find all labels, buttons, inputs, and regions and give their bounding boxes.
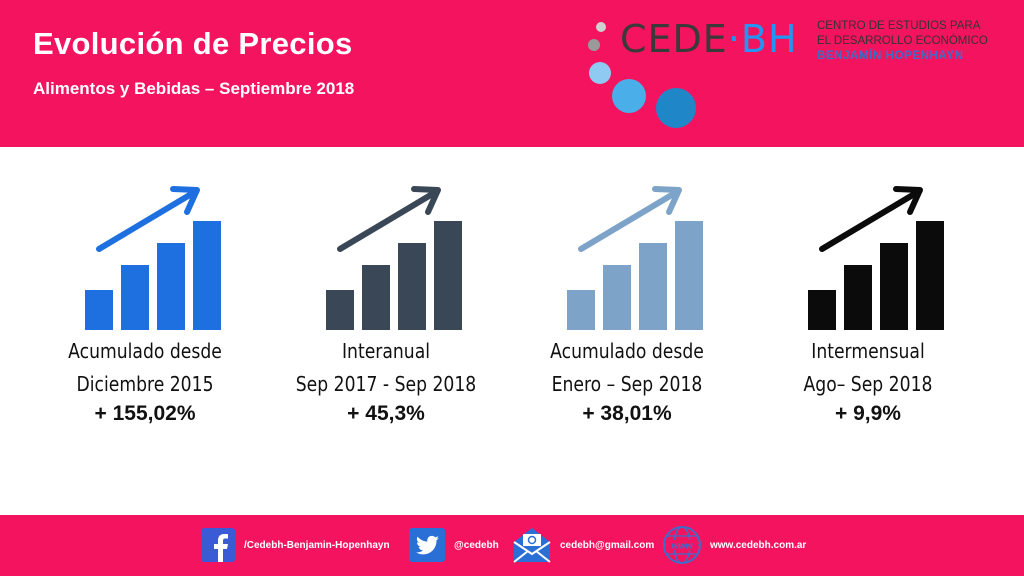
- icon-bar-3: [880, 243, 908, 330]
- card-value: + 45,3%: [347, 402, 425, 425]
- content-panel: Acumulado desde Diciembre 2015 + 155,02%…: [0, 147, 1024, 515]
- bar-chart-up-icon: [85, 186, 221, 330]
- icon-bar-3: [157, 243, 185, 330]
- twitter-handle: @cedebh: [454, 539, 499, 551]
- website-url: www.cedebh.com.ar: [710, 539, 807, 551]
- website-link[interactable]: www www.cedebh.com.ar: [662, 525, 806, 565]
- logo-brand-right: BH: [740, 17, 798, 61]
- icon-bar-2: [603, 265, 631, 330]
- footer-bar: /Cedebh-Benjamin-Hopenhayn @cedebh cedeb…: [0, 515, 1024, 576]
- logo-wordmark: CEDE·BH: [620, 17, 798, 61]
- logo-line-1: CENTRO DE ESTUDIOS PARA: [817, 20, 981, 32]
- icon-arrow-shaft: [578, 190, 678, 252]
- card-intermensual: Intermensual Ago– Sep 2018 + 9,9%: [758, 175, 978, 505]
- card-label-2: Enero – Sep 2018: [551, 372, 703, 396]
- icon-bar-3: [398, 243, 426, 330]
- twitter-icon: [409, 528, 445, 562]
- icon-bar-4: [193, 221, 221, 330]
- icon-bar-1: [326, 290, 354, 330]
- cede-bh-logo: CEDE·BH CENTRO DE ESTUDIOS PARA EL DESAR…: [580, 15, 1000, 130]
- card-label-1: Interanual: [341, 339, 431, 363]
- page-subtitle: Alimentos y Bebidas – Septiembre 2018: [33, 79, 355, 98]
- card-label-2: Sep 2017 - Sep 2018: [295, 372, 477, 396]
- card-label-1: Acumulado desde: [550, 339, 704, 363]
- email-address: cedebh@gmail.com: [560, 539, 655, 551]
- icon-bar-4: [675, 221, 703, 330]
- card-acumulado-2018: Acumulado desde Enero – Sep 2018 + 38,01…: [517, 175, 737, 505]
- icon-arrow-head: [652, 186, 682, 215]
- card-acumulado-2015: Acumulado desde Diciembre 2015 + 155,02%: [35, 175, 255, 505]
- card-value: + 9,9%: [835, 402, 901, 425]
- icon-bar-3: [639, 243, 667, 330]
- envelope-icon: [513, 528, 551, 563]
- card-label-1: Acumulado desde: [68, 339, 222, 363]
- card-label-2: Ago– Sep 2018: [803, 372, 933, 396]
- logo-line-3: BENJAMÍN HOPENHAYN: [817, 50, 964, 62]
- icon-bar-1: [808, 290, 836, 330]
- globe-www-icon: www: [663, 526, 701, 564]
- email-link[interactable]: cedebh@gmail.com: [512, 525, 654, 565]
- card-value: + 38,01%: [582, 402, 672, 425]
- icon-arrow-shaft: [337, 190, 437, 252]
- icon-arrow-head: [170, 186, 200, 215]
- bar-chart-up-icon: [567, 186, 703, 330]
- logo-brand-dot: ·: [727, 17, 741, 61]
- icon-bar-4: [916, 221, 944, 330]
- logo-org-name: CENTRO DE ESTUDIOS PARA EL DESARROLLO EC…: [817, 19, 988, 64]
- page-title: Evolución de Precios: [33, 26, 353, 61]
- icon-bar-1: [85, 290, 113, 330]
- icon-bar-4: [434, 221, 462, 330]
- icon-bar-2: [362, 265, 390, 330]
- card-interanual: Interanual Sep 2017 - Sep 2018 + 45,3%: [276, 175, 496, 505]
- icon-arrow-head: [893, 186, 923, 215]
- icon-arrow-shaft: [819, 190, 919, 252]
- icon-bar-1: [567, 290, 595, 330]
- logo-brand-left: CEDE: [620, 17, 728, 61]
- bar-chart-up-icon: [326, 186, 462, 330]
- svg-text:www: www: [671, 541, 693, 551]
- facebook-icon: [201, 528, 235, 562]
- facebook-handle: /Cedebh-Benjamin-Hopenhayn: [244, 539, 390, 551]
- icon-arrow-head: [411, 186, 441, 215]
- bar-chart-up-icon: [808, 186, 944, 330]
- icon-arrow-shaft: [96, 190, 196, 252]
- facebook-link[interactable]: /Cedebh-Benjamin-Hopenhayn: [200, 525, 390, 565]
- icon-bar-2: [844, 265, 872, 330]
- card-label-1: Intermensual: [811, 339, 925, 363]
- twitter-link[interactable]: @cedebh: [408, 525, 499, 565]
- icon-bar-2: [121, 265, 149, 330]
- card-label-2: Diciembre 2015: [76, 372, 214, 396]
- logo-dots-icon: [588, 22, 696, 128]
- logo-line-2: EL DESARROLLO ECONÓMICO: [817, 35, 988, 47]
- header-banner: Evolución de Precios Alimentos y Bebidas…: [0, 0, 1024, 147]
- card-value: + 155,02%: [94, 402, 196, 425]
